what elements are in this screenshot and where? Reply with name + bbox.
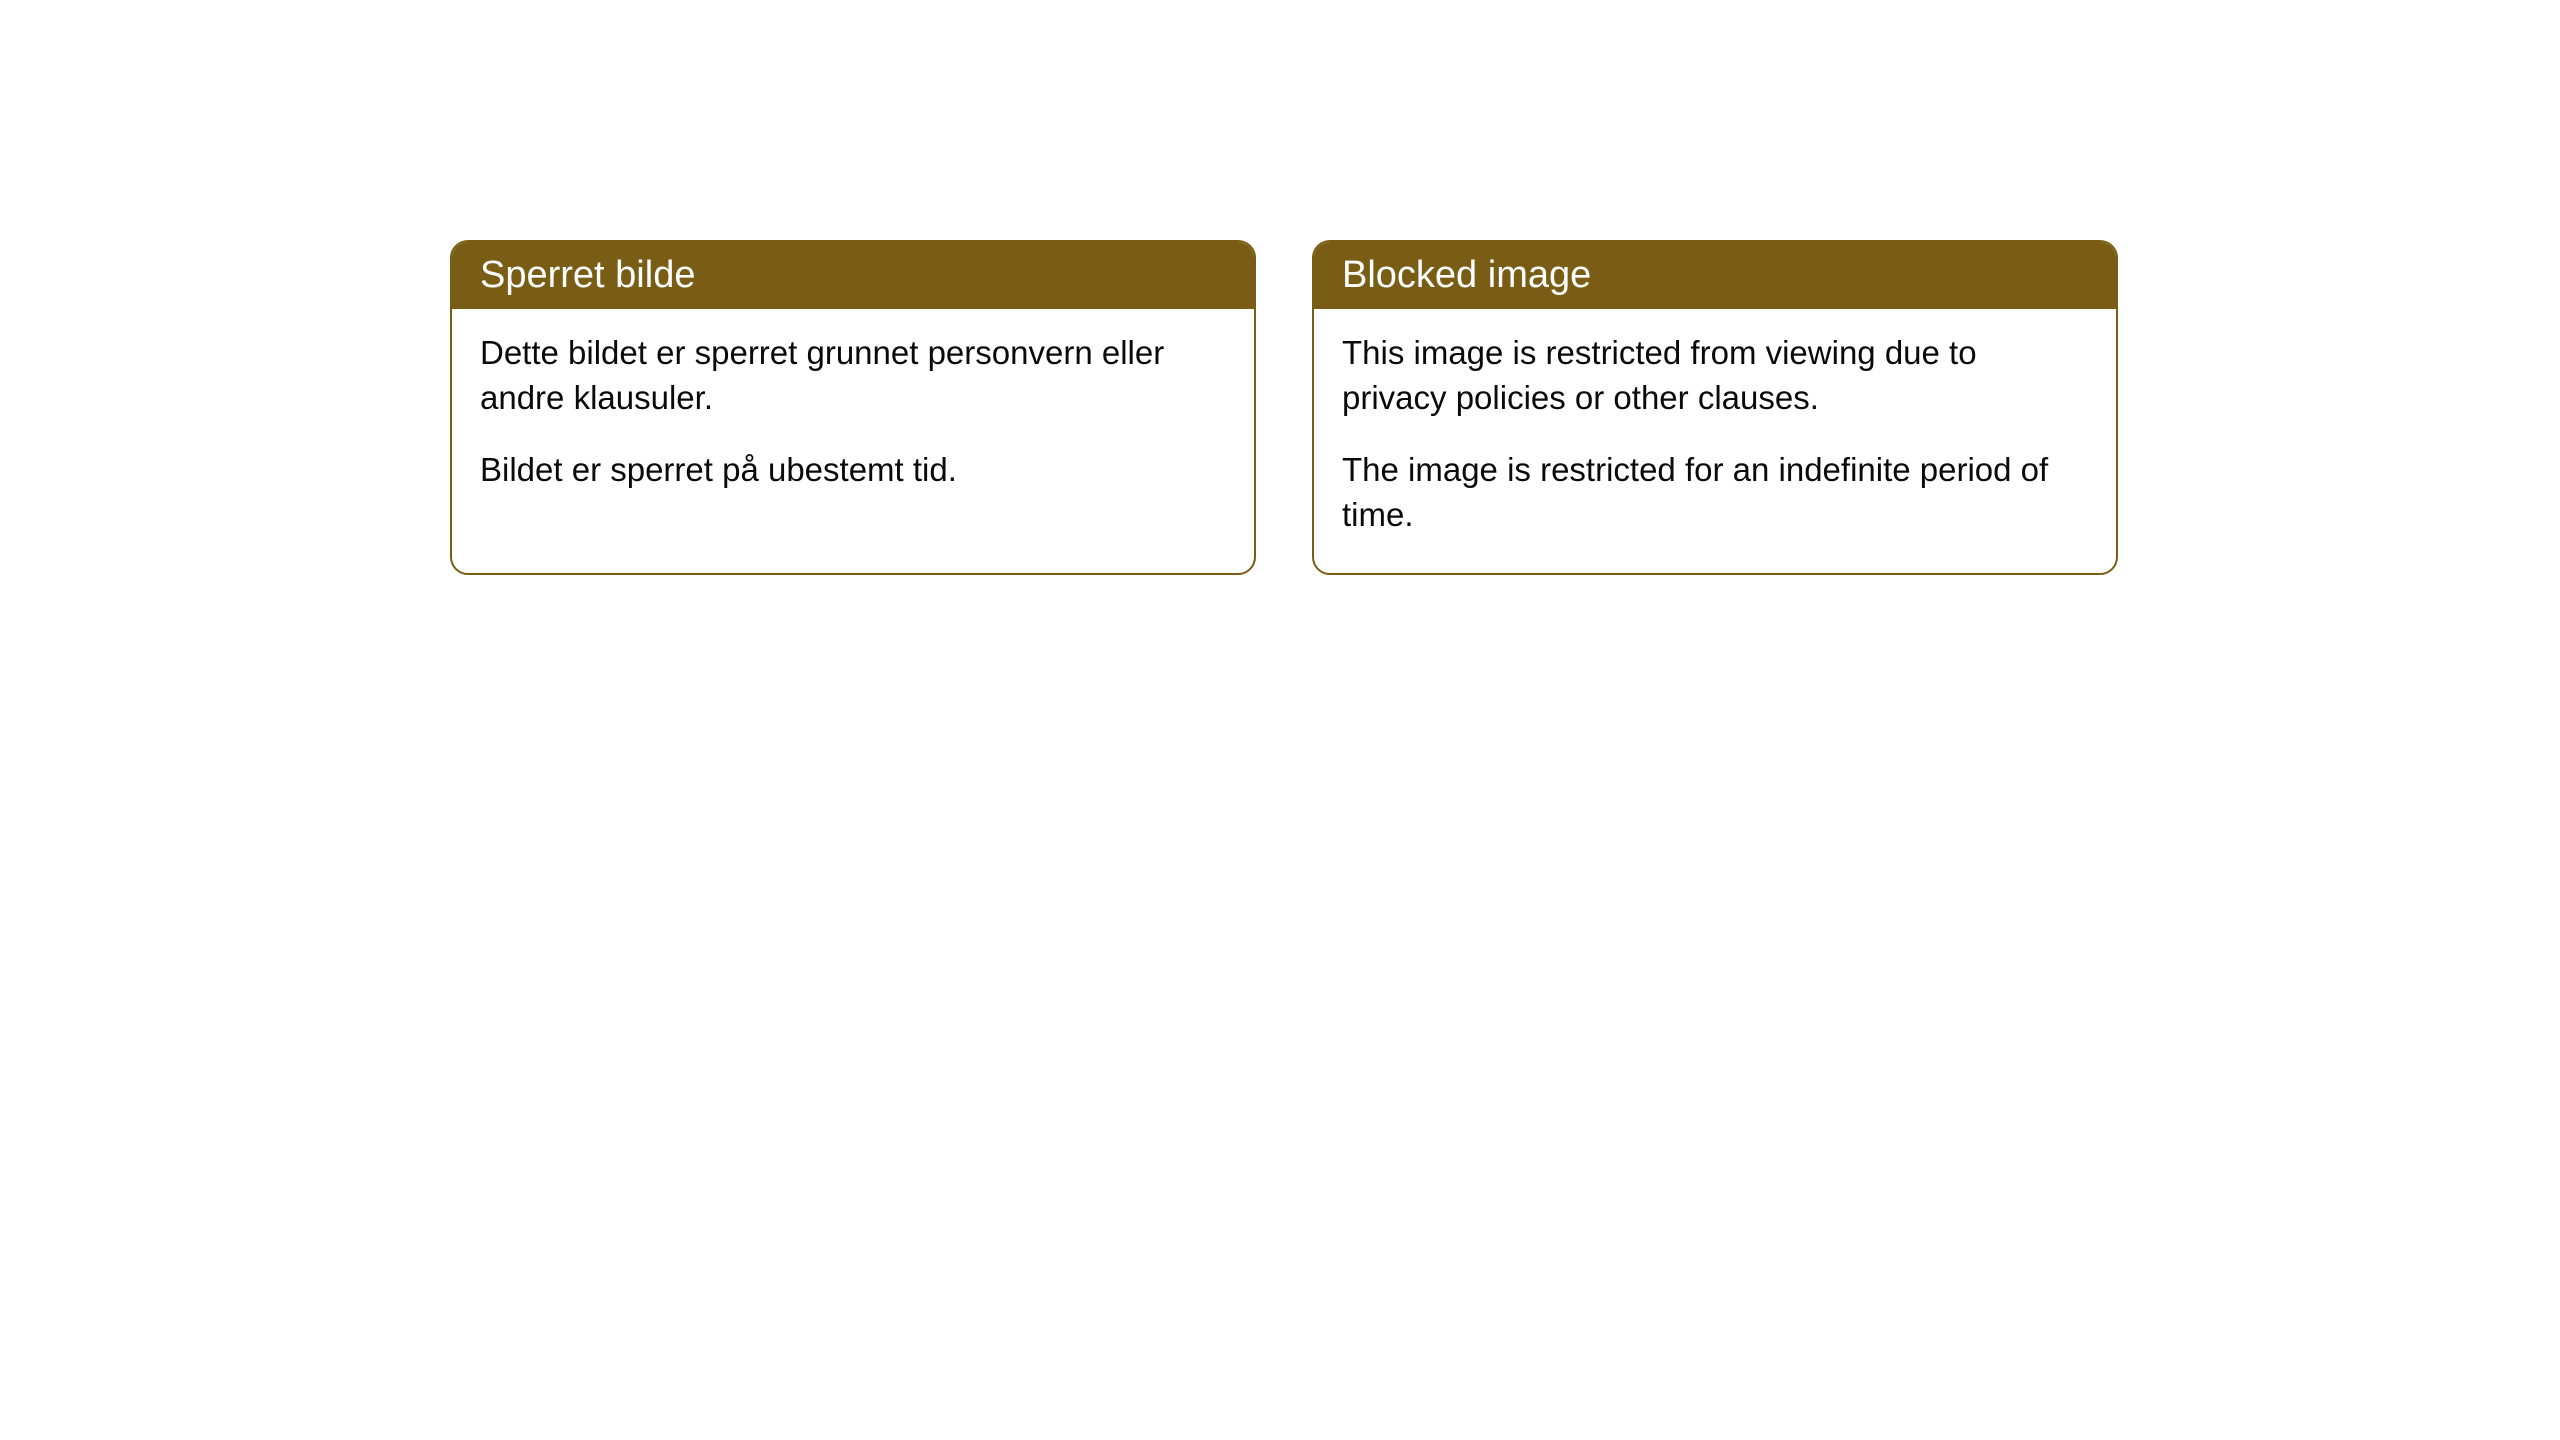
card-header-norwegian: Sperret bilde xyxy=(452,242,1254,309)
card-header-english: Blocked image xyxy=(1314,242,2116,309)
notice-card-english: Blocked image This image is restricted f… xyxy=(1312,240,2118,575)
card-body-norwegian: Dette bildet er sperret grunnet personve… xyxy=(452,309,1254,529)
notice-card-norwegian: Sperret bilde Dette bildet er sperret gr… xyxy=(450,240,1256,575)
notice-cards-container: Sperret bilde Dette bildet er sperret gr… xyxy=(450,240,2560,575)
card-paragraph-2: The image is restricted for an indefinit… xyxy=(1342,448,2088,537)
card-paragraph-1: This image is restricted from viewing du… xyxy=(1342,331,2088,420)
card-paragraph-1: Dette bildet er sperret grunnet personve… xyxy=(480,331,1226,420)
card-title: Blocked image xyxy=(1342,254,1591,296)
card-paragraph-2: Bildet er sperret på ubestemt tid. xyxy=(480,448,1226,493)
card-title: Sperret bilde xyxy=(480,254,695,296)
card-body-english: This image is restricted from viewing du… xyxy=(1314,309,2116,573)
